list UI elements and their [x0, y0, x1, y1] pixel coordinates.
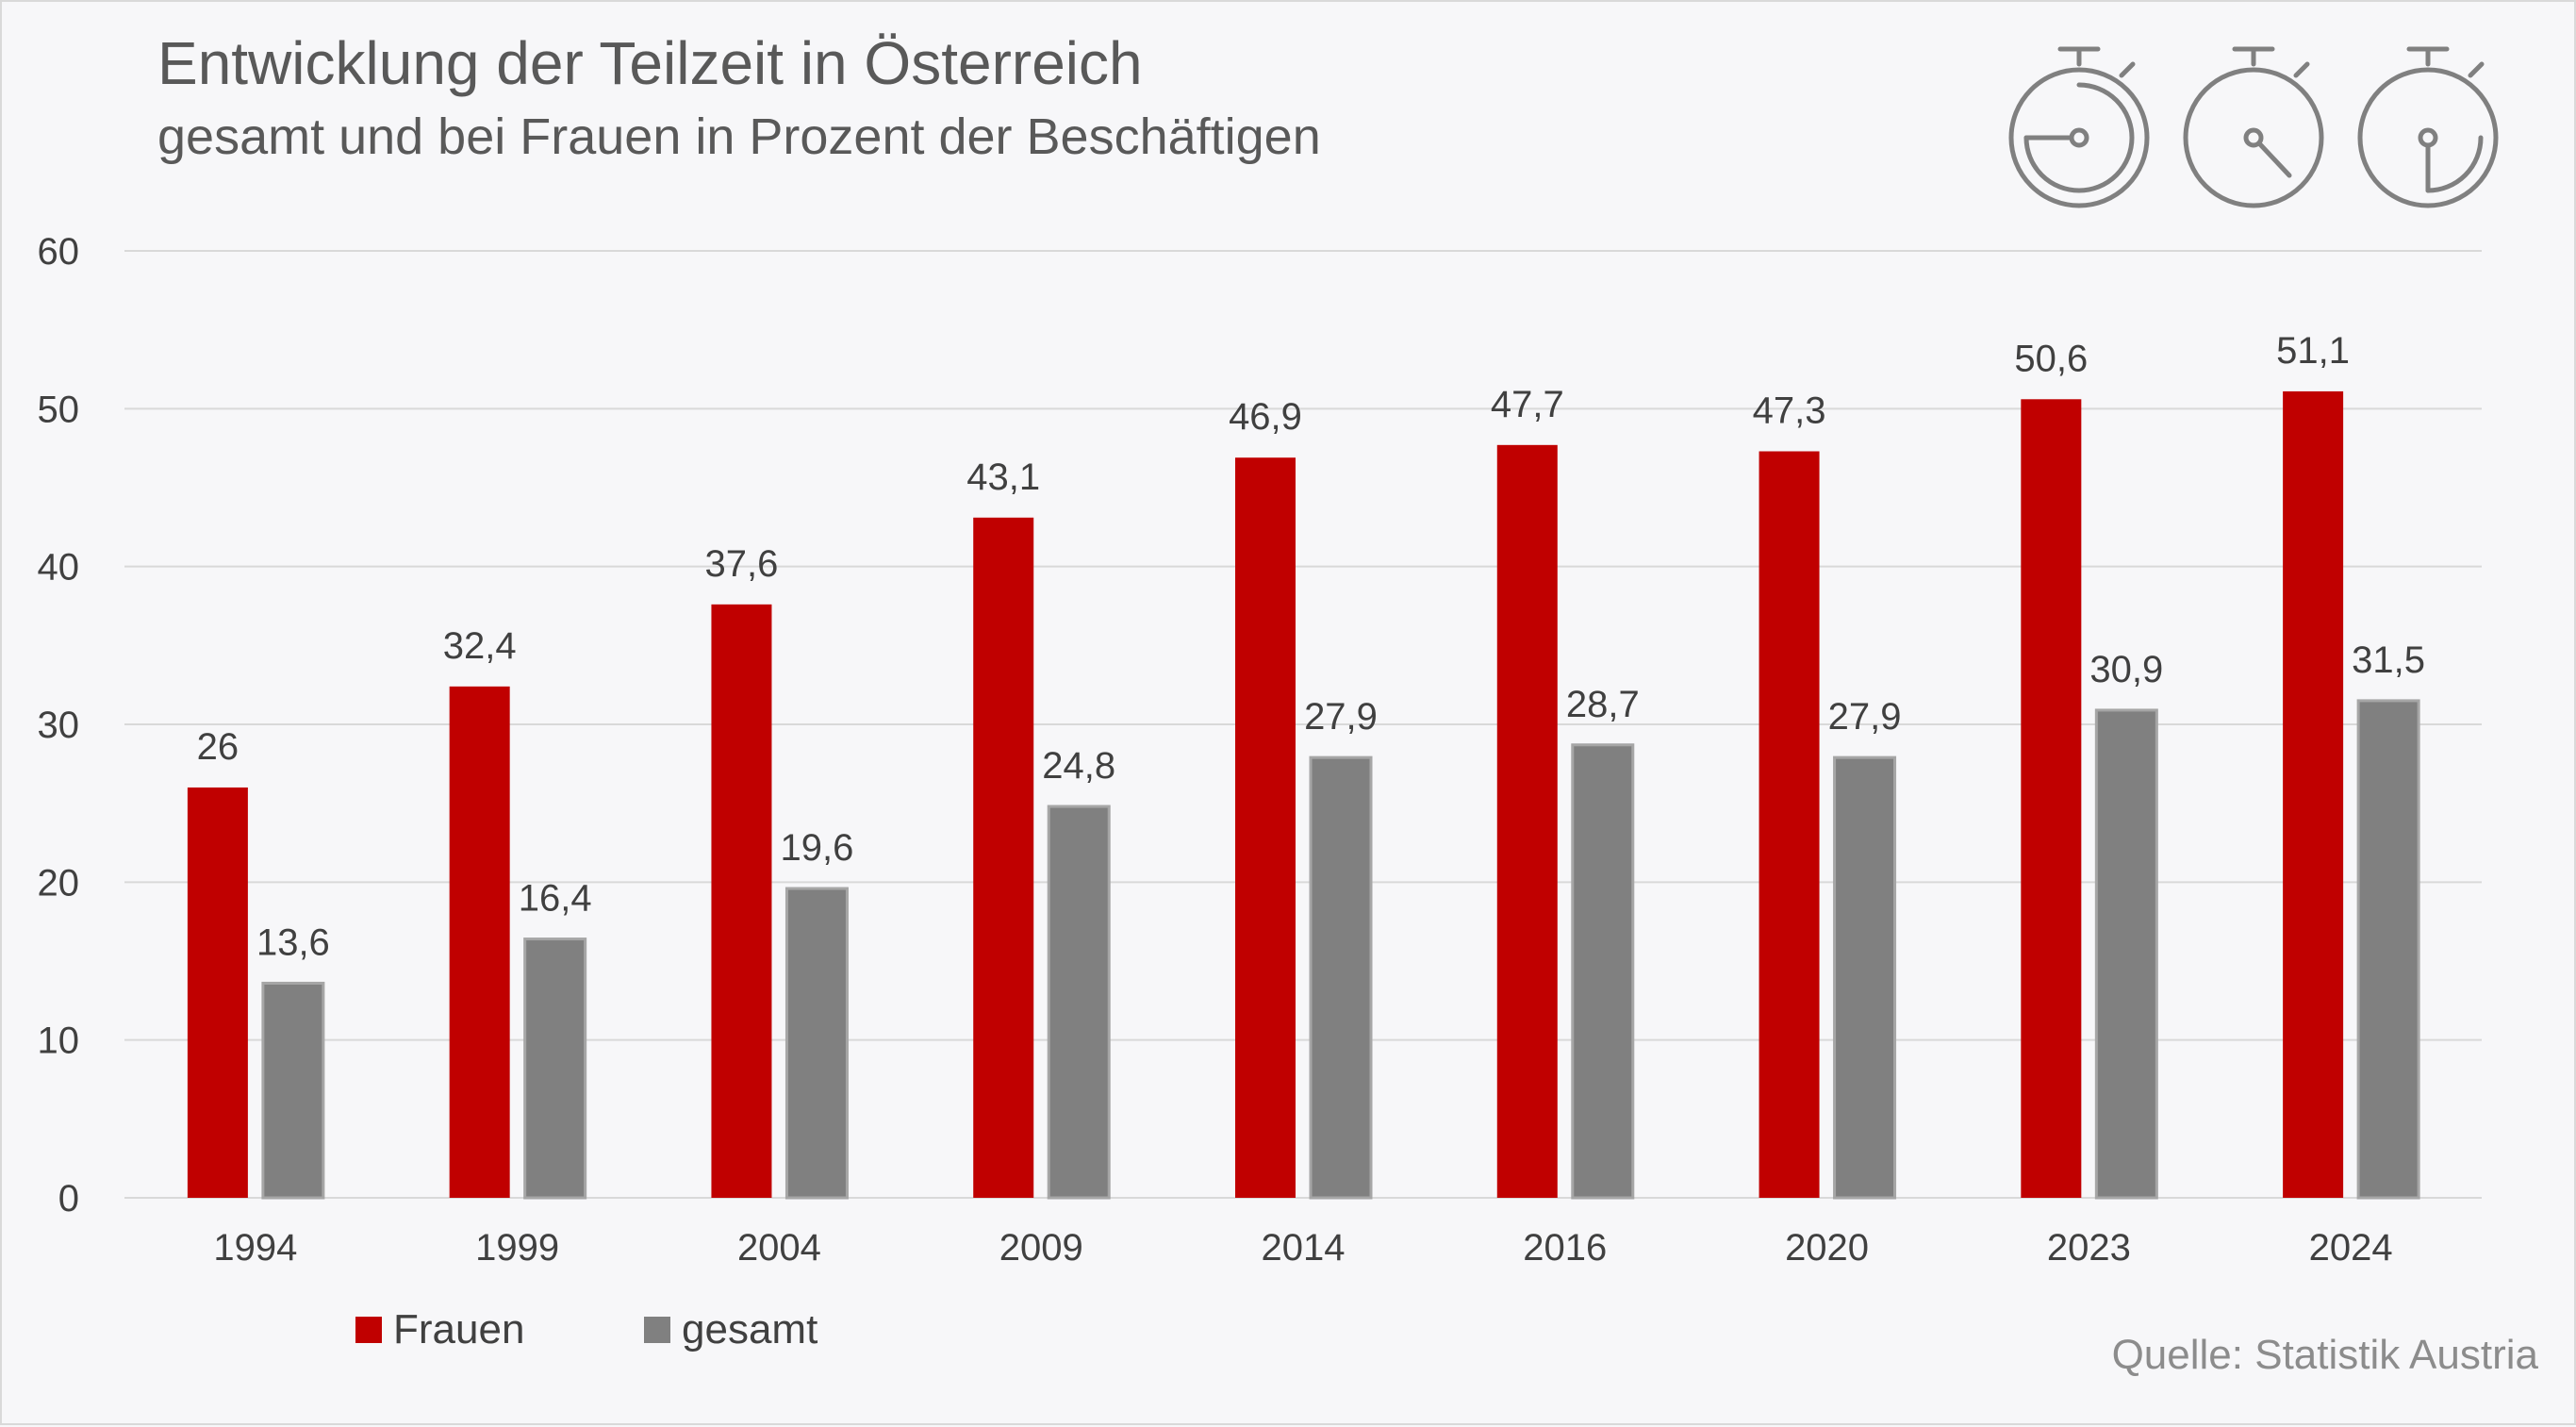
legend-label-frauen: Frauen	[393, 1306, 525, 1352]
bar-frauen	[187, 787, 248, 1198]
x-tick-label: 2014	[1262, 1227, 1346, 1269]
chart-title: Entwicklung der Teilzeit in Österreich	[157, 29, 1143, 97]
data-label-gesamt: 24,8	[1042, 745, 1115, 787]
bar-gesamt	[1571, 743, 1635, 1200]
source-note: Quelle: Statistik Austria	[2111, 1332, 2538, 1378]
y-tick-label: 20	[38, 862, 80, 904]
y-tick-label: 30	[38, 705, 80, 746]
bar-gesamt	[784, 887, 849, 1200]
bar-gesamt	[1047, 805, 1111, 1200]
x-tick-label: 1994	[213, 1227, 297, 1269]
x-tick-label: 2004	[737, 1227, 821, 1269]
data-label-frauen: 26	[197, 726, 239, 768]
bar-frauen	[2021, 399, 2082, 1198]
bar-frauen	[1496, 444, 1558, 1198]
bar-frauen	[2283, 390, 2344, 1199]
bar-gesamt	[523, 938, 587, 1200]
bar-gesamt	[1309, 755, 1373, 1200]
data-label-frauen: 50,6	[2014, 338, 2088, 379]
data-label-frauen: 47,3	[1753, 390, 1826, 432]
bar-frauen	[449, 686, 510, 1198]
data-label-frauen: 51,1	[2276, 330, 2350, 372]
legend-label-gesamt: gesamt	[682, 1306, 818, 1352]
x-tick-label: 2009	[999, 1227, 1083, 1269]
x-tick-label: 1999	[475, 1227, 559, 1269]
x-tick-label: 2016	[1523, 1227, 1607, 1269]
x-tick-label: 2020	[1785, 1227, 1869, 1269]
bar-frauen	[711, 604, 772, 1198]
data-label-gesamt: 30,9	[2089, 649, 2163, 690]
data-label-frauen: 46,9	[1229, 396, 1302, 438]
x-tick-label: 2023	[2047, 1227, 2131, 1269]
data-label-gesamt: 16,4	[519, 878, 592, 920]
y-tick-label: 0	[58, 1178, 79, 1220]
y-tick-label: 10	[38, 1020, 80, 1062]
data-label-frauen: 47,7	[1491, 384, 1564, 425]
y-tick-label: 40	[38, 547, 80, 589]
legend-swatch-frauen	[355, 1317, 382, 1343]
bar-frauen	[973, 517, 1034, 1198]
bar-gesamt	[2356, 699, 2420, 1200]
data-label-gesamt: 28,7	[1566, 684, 1640, 725]
data-label-gesamt: 19,6	[781, 827, 854, 869]
data-label-gesamt: 31,5	[2352, 639, 2425, 681]
data-label-frauen: 37,6	[705, 543, 779, 585]
bar-gesamt	[1833, 755, 1897, 1200]
stopwatch-icons	[2006, 43, 2519, 213]
chart-subtitle: gesamt und bei Frauen in Prozent der Bes…	[157, 108, 1321, 165]
bar-gesamt	[2094, 708, 2158, 1200]
stopwatch-icon	[2354, 43, 2505, 213]
bar-gesamt	[261, 981, 325, 1200]
y-tick-label: 60	[38, 231, 80, 273]
legend-swatch-gesamt	[644, 1317, 670, 1343]
data-label-frauen: 43,1	[966, 456, 1040, 498]
bar-frauen	[1235, 457, 1296, 1198]
legend-item-gesamt: gesamt	[644, 1306, 817, 1353]
data-label-gesamt: 27,9	[1304, 696, 1378, 738]
data-label-gesamt: 27,9	[1828, 696, 1902, 738]
data-label-frauen: 32,4	[443, 625, 517, 667]
y-tick-label: 50	[38, 389, 80, 430]
stopwatch-icon	[2180, 43, 2331, 213]
data-label-gesamt: 13,6	[256, 921, 330, 963]
legend-item-frauen: Frauen	[355, 1306, 524, 1353]
bar-frauen	[1759, 451, 1820, 1199]
x-tick-label: 2024	[2309, 1227, 2393, 1269]
stopwatch-icon	[2006, 43, 2156, 213]
